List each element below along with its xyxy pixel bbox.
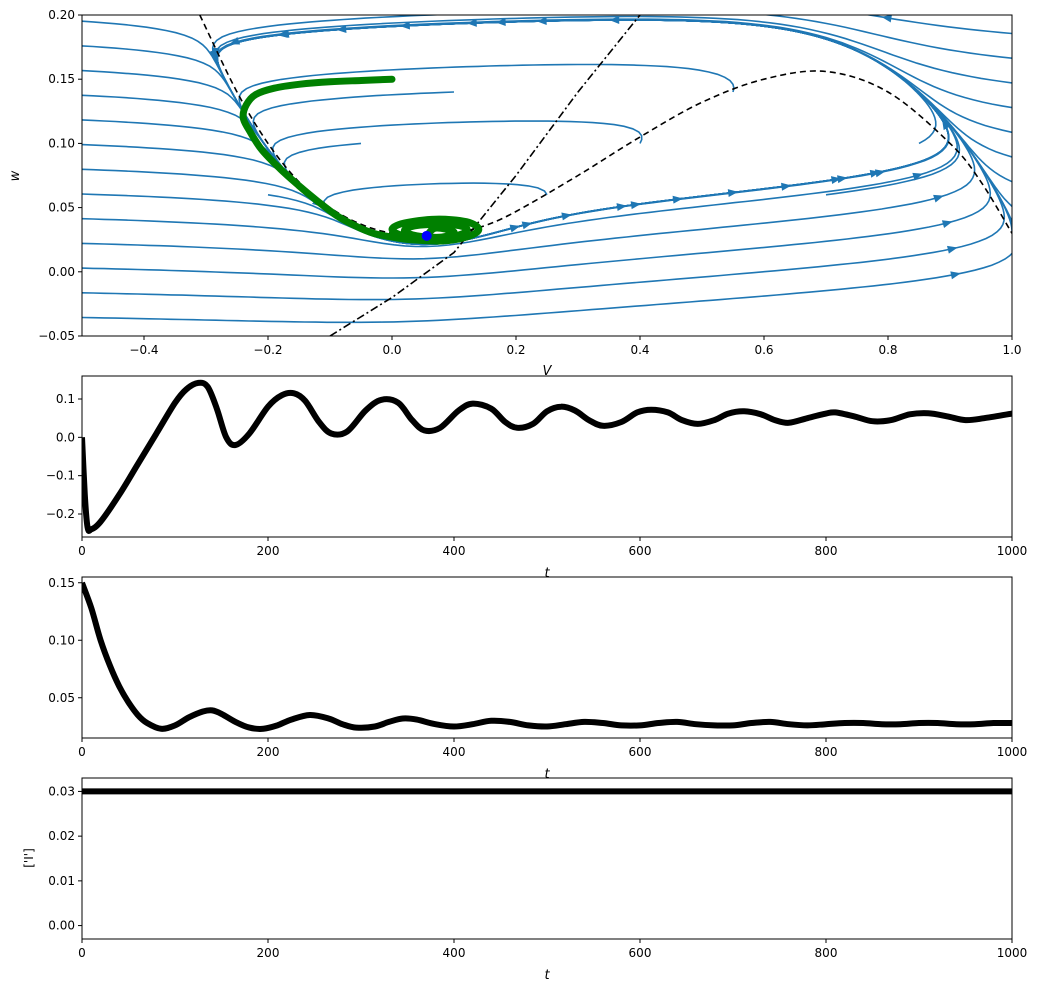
- phase-plane-frame: [81, 14, 1013, 337]
- xtick-label: 800: [815, 544, 838, 558]
- w-time-xlabel: t: [544, 767, 550, 782]
- xtick-label: 1000: [997, 946, 1028, 960]
- streamline: [216, 19, 1012, 246]
- phase-marks: [199, 15, 1012, 336]
- phase-xlabel: V: [543, 364, 553, 379]
- xtick-label: 0.0: [382, 343, 401, 357]
- streamline: [82, 19, 1006, 301]
- w-time-marks: [82, 581, 1012, 732]
- v-time-panel: 0 200 400 600 800 1000 −0.2 −0.1 0.0 0.1 t: [46, 375, 1027, 581]
- ytick-label: −0.2: [46, 507, 75, 521]
- xtick-label: 400: [443, 946, 466, 960]
- ytick-label: 0.05: [48, 201, 75, 215]
- phase-ylabel: w: [8, 170, 23, 181]
- xtick-label: 800: [815, 745, 838, 759]
- streamline: [82, 19, 992, 279]
- stream-arrow: [941, 220, 953, 228]
- xtick-label: 600: [629, 745, 652, 759]
- streamline: [216, 19, 1012, 245]
- w-time-ticks: 0 200 400 600 800 1000 0.05 0.10 0.15: [48, 576, 1027, 759]
- w-nullcline: [329, 15, 641, 336]
- xtick-label: 800: [815, 946, 838, 960]
- xtick-label: 0: [78, 946, 86, 960]
- series-line: [82, 379, 1012, 534]
- xtick-label: 200: [257, 745, 280, 759]
- xtick-label: −0.4: [129, 343, 158, 357]
- xtick-label: 400: [443, 544, 466, 558]
- xtick-label: 0: [78, 544, 86, 558]
- streamline: [323, 19, 950, 245]
- current-time-frame: [81, 777, 1013, 940]
- ytick-label: 0.05: [48, 691, 75, 705]
- xtick-label: 0.8: [878, 343, 897, 357]
- streamline: [272, 26, 950, 246]
- xtick-label: 200: [257, 544, 280, 558]
- xtick-label: 600: [629, 544, 652, 558]
- ytick-label: 0.0: [56, 430, 75, 444]
- v-time-ticks: 0 200 400 600 800 1000 −0.2 −0.1 0.0 0.1: [46, 392, 1027, 558]
- w-time-panel: 0 200 400 600 800 1000 0.05 0.10 0.15 t: [48, 576, 1027, 782]
- ytick-label: 0.01: [48, 874, 75, 888]
- streamline: [283, 19, 950, 246]
- ytick-label: 0.10: [48, 633, 75, 647]
- w-time-frame: [81, 576, 1013, 739]
- current-time-panel: 0 200 400 600 800 1000 0.00 0.01 0.02 0.03 t ['I'…: [22, 777, 1027, 983]
- xtick-label: 1.0: [1002, 343, 1021, 357]
- streamline: [864, 15, 1012, 35]
- xtick-label: 200: [257, 946, 280, 960]
- streamline: [82, 20, 950, 245]
- streamline: [216, 19, 1012, 246]
- xtick-label: 1000: [997, 544, 1028, 558]
- current-time-ticks: 0 200 400 600 800 1000 0.00 0.01 0.02 0.03: [48, 784, 1027, 960]
- ytick-label: −0.05: [38, 329, 75, 343]
- xtick-label: 600: [629, 946, 652, 960]
- xtick-label: 1000: [997, 745, 1028, 759]
- ytick-label: 0.15: [48, 576, 75, 590]
- streamline: [216, 18, 1012, 245]
- ytick-label: 0.10: [48, 136, 75, 150]
- streamline: [216, 19, 1012, 233]
- current-time-xlabel: t: [544, 968, 550, 983]
- xtick-label: 0: [78, 745, 86, 759]
- streamline: [216, 19, 1012, 256]
- v-time-frame: [81, 375, 1013, 538]
- stream-arrow: [933, 194, 944, 203]
- trajectory: [239, 75, 483, 245]
- series-line: [82, 581, 1012, 732]
- phase-ticks: −0.4 −0.2 0.0 0.2 0.4 0.6 0.8 1.0 −0.05 0.00 0.05 0…: [38, 8, 1021, 357]
- streamlines: [82, 15, 1012, 324]
- ytick-label: 0.02: [48, 829, 75, 843]
- ytick-label: 0.1: [56, 392, 75, 406]
- phase-plane-panel: −0.4 −0.2 0.0 0.2 0.4 0.6 0.8 1.0 −0.05 0.00 0.05 0…: [8, 8, 1022, 379]
- stream-arrow: [947, 245, 958, 254]
- ytick-label: 0.20: [48, 8, 75, 22]
- xtick-label: 0.6: [754, 343, 773, 357]
- xtick-label: −0.2: [253, 343, 282, 357]
- fixed-point: [421, 230, 432, 241]
- v-time-xlabel: t: [544, 566, 550, 581]
- xtick-label: 400: [443, 745, 466, 759]
- ytick-label: 0.15: [48, 72, 75, 86]
- xtick-label: 0.2: [506, 343, 525, 357]
- ytick-label: 0.03: [48, 784, 75, 798]
- current-time-ylabel: ['I']: [22, 848, 36, 868]
- stream-arrow: [881, 15, 892, 23]
- stream-arrow: [278, 29, 290, 38]
- streamline: [216, 19, 1012, 246]
- ytick-label: −0.1: [46, 469, 75, 483]
- ytick-label: 0.00: [48, 919, 75, 933]
- ytick-label: 0.00: [48, 265, 75, 279]
- stream-arrow: [950, 271, 961, 280]
- xtick-label: 0.4: [630, 343, 649, 357]
- v-time-marks: [82, 379, 1012, 534]
